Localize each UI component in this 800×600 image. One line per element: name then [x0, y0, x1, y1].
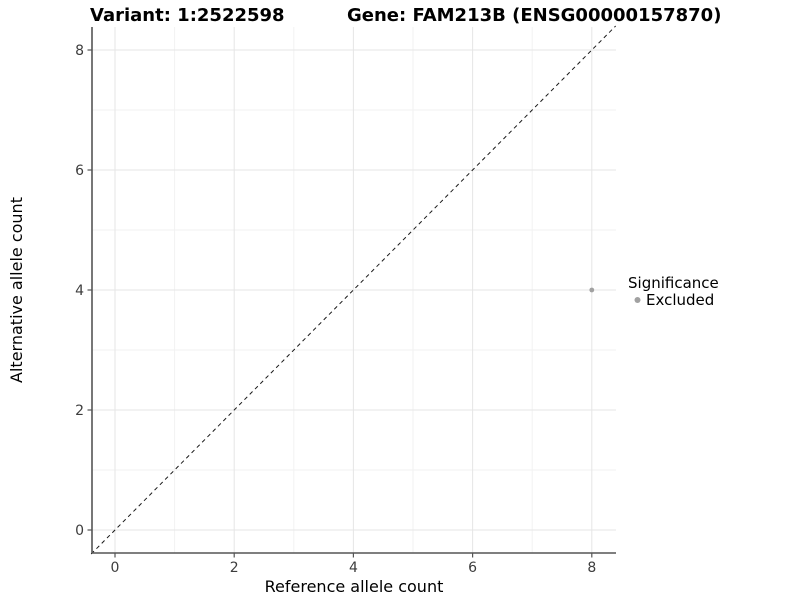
x-tick-label: 8	[587, 560, 596, 576]
y-tick-label: 0	[75, 523, 84, 539]
y-tick-label: 2	[75, 403, 84, 419]
y-tick-labels: 0 2 4 6 8	[75, 43, 84, 539]
y-tick-label: 8	[75, 43, 84, 59]
legend-item-label: Excluded	[646, 291, 714, 309]
x-axis-title: Reference allele count	[265, 577, 444, 596]
y-axis-title: Alternative allele count	[7, 197, 26, 383]
y-tick-label: 6	[75, 163, 84, 179]
variant-title: Variant: 1:2522598	[90, 5, 285, 26]
x-tick-marks	[114, 553, 593, 558]
x-tick-labels: 0 2 4 6 8	[111, 560, 597, 576]
x-tick-label: 0	[111, 560, 120, 576]
data-point	[589, 287, 595, 293]
x-tick-label: 6	[468, 560, 477, 576]
legend-point-icon	[634, 297, 641, 303]
legend-title: Significance	[628, 274, 719, 292]
major-gridlines	[92, 27, 616, 553]
x-tick-label: 2	[230, 560, 239, 576]
x-tick-label: 4	[349, 560, 358, 576]
legend: Significance Excluded	[628, 274, 719, 309]
y-tick-marks	[87, 49, 92, 531]
y-tick-label: 4	[75, 283, 84, 299]
gene-title: Gene: FAM213B (ENSG00000157870)	[347, 5, 721, 26]
